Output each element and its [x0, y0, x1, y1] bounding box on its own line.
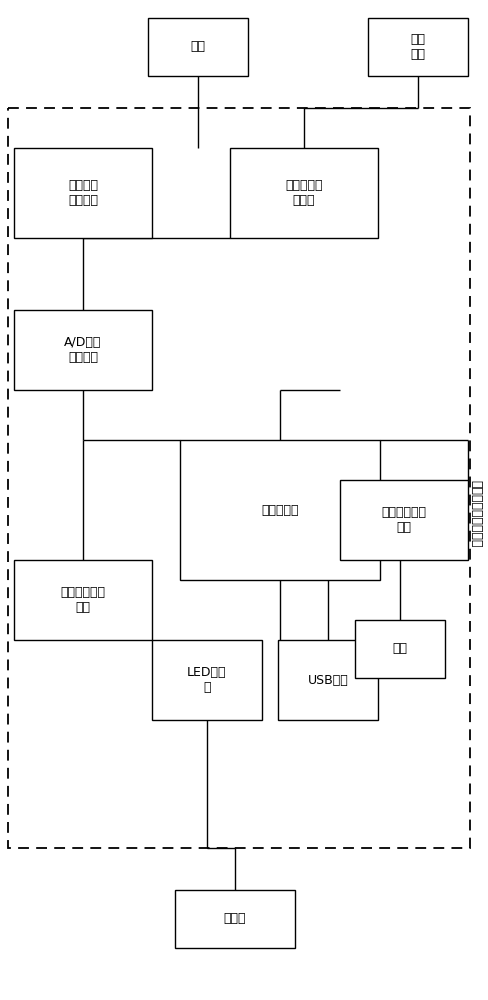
Bar	[354, 620, 444, 678]
Text: 稳压整流滤波
电路: 稳压整流滤波 电路	[381, 506, 426, 534]
Bar	[180, 440, 379, 580]
Bar	[175, 890, 294, 948]
Bar	[229, 148, 377, 238]
Text: 电源: 电源	[392, 643, 407, 656]
Bar	[152, 640, 262, 720]
Text: 仪器参数预存
模块: 仪器参数预存 模块	[61, 586, 105, 614]
Text: LED显示
器: LED显示 器	[187, 666, 226, 694]
Text: A/D模数
转换模块: A/D模数 转换模块	[64, 336, 102, 364]
Bar	[14, 310, 152, 390]
Text: 探头
组件: 探头 组件	[409, 33, 425, 61]
Bar	[367, 18, 467, 76]
Text: 主控器: 主控器	[224, 912, 246, 926]
Bar	[8, 108, 469, 848]
Bar	[278, 640, 377, 720]
Text: 检测仪数据采集系统: 检测仪数据采集系统	[468, 480, 482, 548]
Text: USB接口: USB接口	[307, 674, 347, 686]
Bar	[14, 560, 152, 640]
Text: 信号差分
放大电路: 信号差分 放大电路	[68, 179, 98, 207]
Bar	[339, 480, 467, 560]
Text: 中心控制器: 中心控制器	[261, 504, 298, 516]
Text: 信号调节滤
波电路: 信号调节滤 波电路	[285, 179, 322, 207]
Text: 探柄: 探柄	[190, 40, 205, 53]
Bar	[14, 148, 152, 238]
Bar	[148, 18, 247, 76]
